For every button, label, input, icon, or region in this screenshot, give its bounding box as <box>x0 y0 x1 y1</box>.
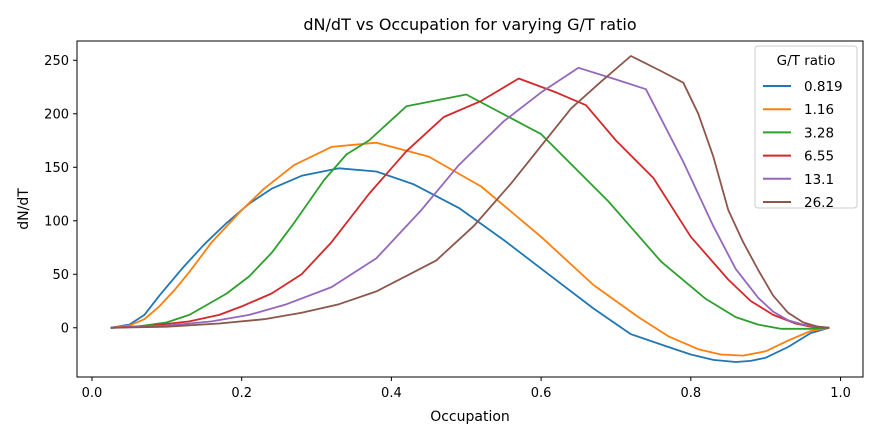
x-tick-label: 0.0 <box>82 386 103 401</box>
y-tick-label: 100 <box>44 214 69 229</box>
x-axis-label: Occupation <box>430 409 510 425</box>
legend-entry-label: 6.55 <box>804 149 834 165</box>
plot-frame <box>76 40 864 378</box>
legend-entry-label: 13.1 <box>804 172 834 188</box>
x-tick-label: 0.2 <box>231 386 252 401</box>
x-tick-label: 1.0 <box>830 386 851 401</box>
x-tick-label: 0.8 <box>680 386 701 401</box>
legend-items: 0.819 1.16 3.28 6.55 13.1 26.2 <box>763 79 843 211</box>
chart-title: dN/dT vs Occupation for varying G/T rati… <box>303 15 636 34</box>
y-tick-label: 150 <box>44 161 69 176</box>
y-tick-label: 250 <box>44 54 69 69</box>
legend: G/T ratio 0.819 1.16 3.28 6.55 13.1 26.2 <box>754 45 858 211</box>
y-axis-label: dN/dT <box>16 188 32 230</box>
x-tick-label: 0.4 <box>381 386 402 401</box>
legend-entry-label: 1.16 <box>804 102 834 118</box>
y-tick-label: 200 <box>44 107 69 122</box>
series-line-1 <box>110 141 830 357</box>
x-tick-label: 0.6 <box>531 386 552 401</box>
y-axis: 0 50 100 150 200 250 <box>44 54 77 336</box>
series-line-5 <box>110 55 830 329</box>
legend-entry-label: 26.2 <box>804 195 834 211</box>
series-line-3 <box>110 77 830 329</box>
y-tick-label: 50 <box>52 268 69 283</box>
y-tick-label: 0 <box>61 321 69 336</box>
legend-entry-label: 3.28 <box>804 125 834 141</box>
plot-lines <box>110 55 830 363</box>
x-axis: 0.0 0.2 0.4 0.6 0.8 1.0 <box>82 377 851 401</box>
series-line-0 <box>110 167 830 363</box>
legend-title: G/T ratio <box>777 53 836 69</box>
series-line-2 <box>110 93 830 330</box>
series-line-4 <box>110 66 830 329</box>
legend-entry-label: 0.819 <box>804 79 843 95</box>
